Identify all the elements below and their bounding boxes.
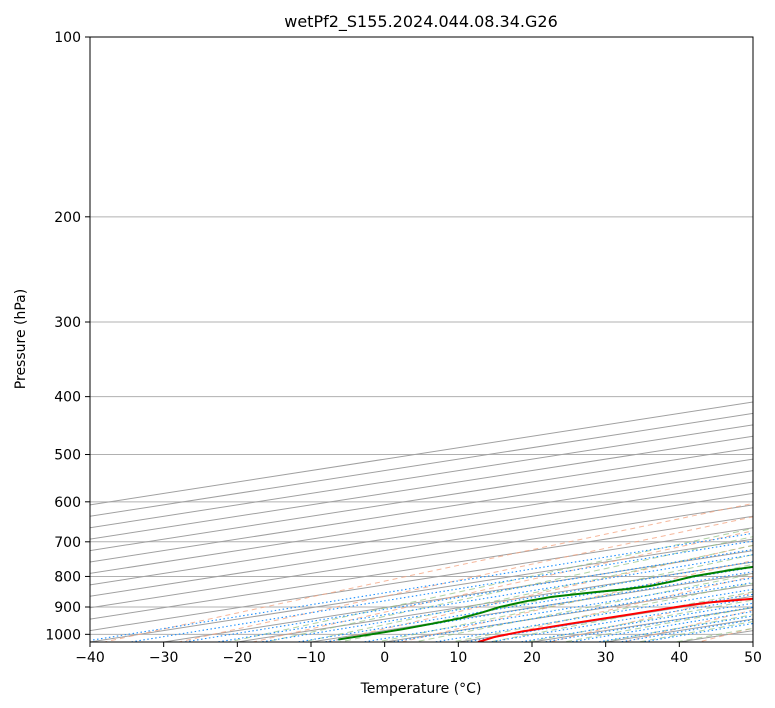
y-axis: 100 200 300 400 500 600 700 800 900 1000 [45,30,90,643]
isotherm-gridline [90,492,753,597]
isotherm-gridline [90,447,753,552]
mixing-ratio-line [180,548,753,642]
moist-adiabat [524,599,753,642]
isotherm-gridline [90,470,753,574]
temperature-profile [477,597,753,642]
isotherm-gridline [90,538,753,642]
grid-layer [90,37,753,642]
isotherm-gridline [90,504,753,609]
isotherm-gridline [90,458,753,563]
dewpoint-profile [338,565,753,641]
isotherm-gridline [90,527,753,632]
mixing-ratio-lines [90,532,753,642]
isotherm-gridline [90,481,753,586]
y-tick-label: 300 [54,315,81,331]
x-tick-label: 50 [744,650,762,666]
mixing-ratio-line [540,606,753,642]
plot-area: 0.10.20.40.611.52346810131620253036-100-… [90,37,753,642]
x-tick-label: 40 [670,650,688,666]
x-tick-label: −20 [223,650,253,666]
mixing-ratio-line [213,554,753,642]
dry-adiabat [176,516,753,642]
moist-adiabats [226,527,753,642]
y-tick-label: 700 [54,535,81,551]
dry-adiabat [325,544,753,642]
y-tick-label: 800 [54,569,81,585]
y-axis-label: Pressure (hPa) [13,289,29,389]
x-tick-label: 0 [380,650,389,666]
moist-adiabat [226,527,753,642]
x-axis-label: Temperature (°C) [360,681,482,697]
y-tick-label: 500 [54,448,81,464]
x-tick-label: −10 [296,650,326,666]
y-tick-label: 600 [54,495,81,511]
x-tick-label: −30 [149,650,179,666]
y-tick-label: 900 [54,600,81,616]
x-tick-label: −40 [75,650,105,666]
y-tick-label: 400 [54,390,81,406]
mixing-ratio-line [257,561,753,642]
plot-frame [89,36,754,643]
mixing-ratio-line [516,602,753,642]
moist-adiabat [263,536,753,642]
y-tick-label: 200 [54,210,81,226]
chart-title: wetPf2_S155.2024.044.08.34.G26 [284,12,558,32]
isotherm-gridline [90,515,753,620]
moist-adiabat [300,544,753,642]
profiles [338,565,753,642]
moist-adiabat [374,563,753,642]
x-tick-label: 10 [449,650,467,666]
mixing-ratio-line [567,610,753,642]
x-tick-label: 30 [597,650,615,666]
mixing-ratio-line [486,597,753,642]
dry-adiabat [548,592,753,642]
x-axis: −40 −30 −20 −10 0 10 20 30 40 50 [75,642,762,666]
x-tick-label: 20 [523,650,541,666]
y-tick-label: 1000 [45,627,81,643]
y-tick-label: 100 [54,30,81,46]
moist-adiabat [449,582,753,642]
